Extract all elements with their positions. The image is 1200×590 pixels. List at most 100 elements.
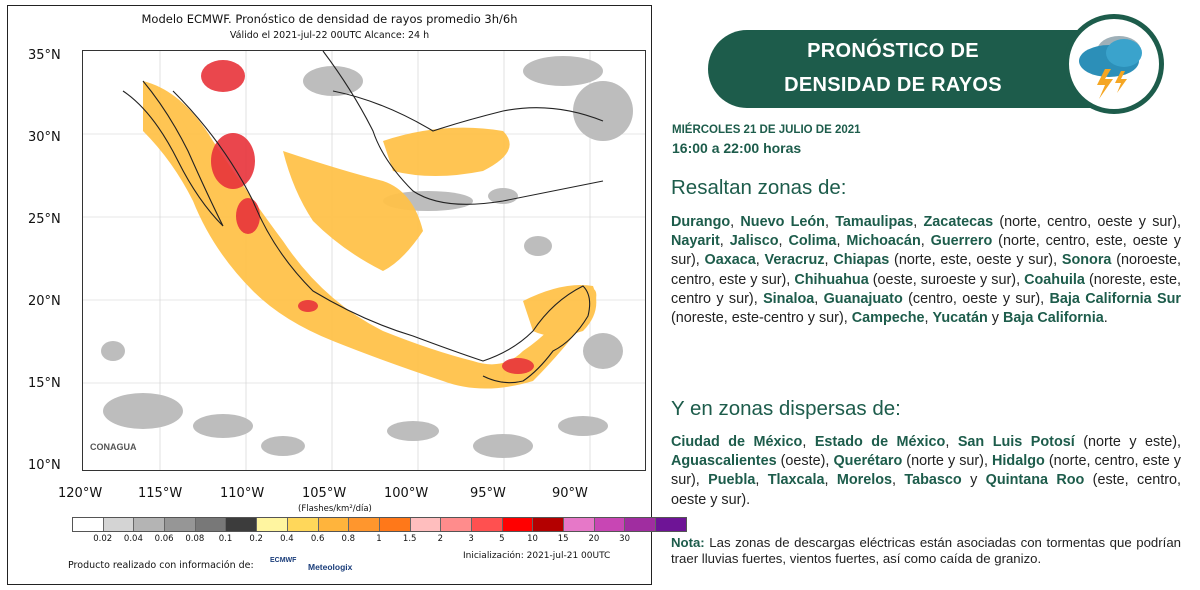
colorbar-swatch	[533, 518, 564, 531]
colorbar-label: 10	[527, 534, 538, 544]
colorbar-label: 20	[588, 534, 600, 544]
colorbar-swatch	[349, 518, 380, 531]
lon-label-105: 105°W	[302, 486, 347, 501]
lon-label-110: 110°W	[220, 486, 265, 501]
colorbar-swatch	[257, 518, 288, 531]
colorbar-swatch	[656, 518, 686, 531]
colorbar-units: (Flashes/km²/día)	[298, 504, 372, 514]
heading-scattered-zones: Y en zonas dispersas de:	[671, 397, 901, 420]
colorbar-label: 15	[557, 534, 569, 544]
map-subtitle: Válido el 2021-jul-22 00UTC Alcance: 24 …	[229, 30, 430, 41]
region-detail: (norte, centro, este, oeste y sur),	[671, 233, 1182, 269]
region-detail: (norte, este, oeste y sur),	[889, 252, 1062, 269]
state-name: Jalisco	[729, 233, 779, 250]
state-name: Tamaulipas	[835, 214, 914, 230]
region-detail: ,	[719, 233, 730, 250]
colorbar-swatch	[564, 518, 595, 531]
state-name: Sonora	[1061, 252, 1112, 269]
state-name: Sinaloa	[763, 290, 815, 307]
state-name: Querétaro	[833, 453, 903, 470]
low-density-areas	[101, 56, 633, 458]
conagua-logo: CONAGUA	[90, 442, 137, 452]
producto-text: Producto realizado con información de:	[68, 560, 254, 571]
colorbar-label: 30	[619, 534, 631, 544]
region-detail: (noreste, este-centro y sur),	[671, 310, 852, 327]
state-name: Baja California	[1002, 310, 1104, 327]
region-detail: ,	[920, 233, 931, 250]
lon-label-115: 115°W	[138, 486, 183, 501]
badge	[1064, 14, 1164, 114]
lon-label-90: 90°W	[552, 486, 588, 501]
region-detail: ,	[945, 434, 958, 450]
region-detail: (noroeste, centro, este y sur),	[671, 252, 1181, 288]
region-detail: ,	[802, 434, 815, 450]
region-detail: ,	[924, 310, 933, 327]
colorbar-label: 0.1	[218, 534, 233, 544]
region-detail: ,	[814, 290, 824, 307]
state-name: Ciudad de México	[671, 434, 803, 450]
coastlines	[122, 51, 604, 384]
region-detail: ,	[913, 214, 924, 230]
lat-label-35: 35°N	[28, 48, 61, 63]
region-detail: (norte, centro, oeste y sur),	[993, 214, 1181, 230]
state-name: Tabasco	[904, 472, 962, 489]
colorbar-swatch	[103, 518, 135, 531]
colorbar-swatch	[502, 518, 534, 531]
lat-label-15: 15°N	[28, 376, 61, 391]
colorbar-label: 3	[468, 534, 474, 544]
note-label: Nota:	[671, 535, 705, 550]
lightning-density-map	[82, 50, 646, 471]
region-detail: ,	[755, 252, 765, 269]
colorbar-label: 0.2	[249, 534, 263, 544]
state-name: Coahuila	[1024, 271, 1085, 288]
state-name: Campeche	[851, 310, 925, 327]
region-detail: ,	[730, 214, 741, 230]
colorbar-swatch	[441, 518, 472, 531]
region-detail: .	[1103, 310, 1108, 327]
colorbar-label: 0.06	[154, 534, 174, 544]
storm-cloud-icon	[1079, 36, 1142, 99]
colorbar-swatch	[134, 518, 166, 531]
colorbar-label: 1	[376, 534, 382, 544]
colorbar-swatch	[625, 518, 657, 531]
highlight-zones-text: Durango, Nuevo León, Tamaulipas, Zacatec…	[671, 213, 1181, 328]
initialization-text: Inicialización: 2021-jul-21 00UTC	[463, 551, 611, 561]
state-name: Nayarit	[671, 233, 720, 250]
forecast-date: MIÉRCOLES 21 DE JULIO DE 2021	[672, 124, 861, 136]
scattered-zones-text: Ciudad de México, Estado de México, San …	[671, 433, 1181, 510]
moderate-density-areas	[143, 81, 597, 389]
state-name: Aguascalientes	[671, 453, 777, 470]
colorbar-label: 1.5	[402, 534, 417, 544]
colorbar-swatch	[226, 518, 258, 531]
state-name: Nuevo León	[740, 214, 825, 230]
lat-label-25: 25°N	[28, 212, 61, 227]
region-detail: ,	[824, 214, 836, 230]
colorbar-label: 0.4	[280, 534, 294, 544]
lon-label-100: 100°W	[384, 486, 429, 501]
state-name: Morelos	[836, 472, 893, 489]
state-name: Veracruz	[764, 252, 825, 269]
note: Nota: Las zonas de descargas eléctricas …	[671, 535, 1181, 567]
state-name: Chiapas	[833, 252, 890, 269]
lat-label-30: 30°N	[28, 130, 61, 145]
colorbar-swatch	[410, 518, 442, 531]
state-name: Chihuahua	[794, 271, 869, 288]
colorbar-label: 5	[499, 534, 505, 544]
heading-highlight-zones: Resaltan zonas de:	[671, 176, 847, 199]
state-name: Puebla	[708, 472, 756, 489]
colorbar-swatch	[471, 518, 503, 531]
colorbar-swatch	[318, 518, 350, 531]
region-detail: (centro, oeste y sur),	[902, 290, 1050, 307]
region-detail: ,	[892, 472, 905, 489]
region-detail: (oeste),	[776, 453, 834, 470]
colorbar-label: 0.04	[123, 534, 143, 544]
state-name: Guanajuato	[823, 290, 903, 307]
map-graphic	[83, 51, 645, 470]
map-panel: Modelo ECMWF. Pronóstico de densidad de …	[7, 5, 687, 585]
state-name: Yucatán	[932, 310, 988, 327]
ecmwf-logo: ECMWF	[270, 557, 297, 564]
region-detail: (norte y este),	[1074, 434, 1181, 450]
state-name: Baja California Sur	[1049, 290, 1182, 307]
region-detail: (oeste, suroeste y sur),	[868, 271, 1025, 288]
banner-title: PRONÓSTICO DE DENSIDAD DE RAYOS	[784, 40, 1002, 96]
